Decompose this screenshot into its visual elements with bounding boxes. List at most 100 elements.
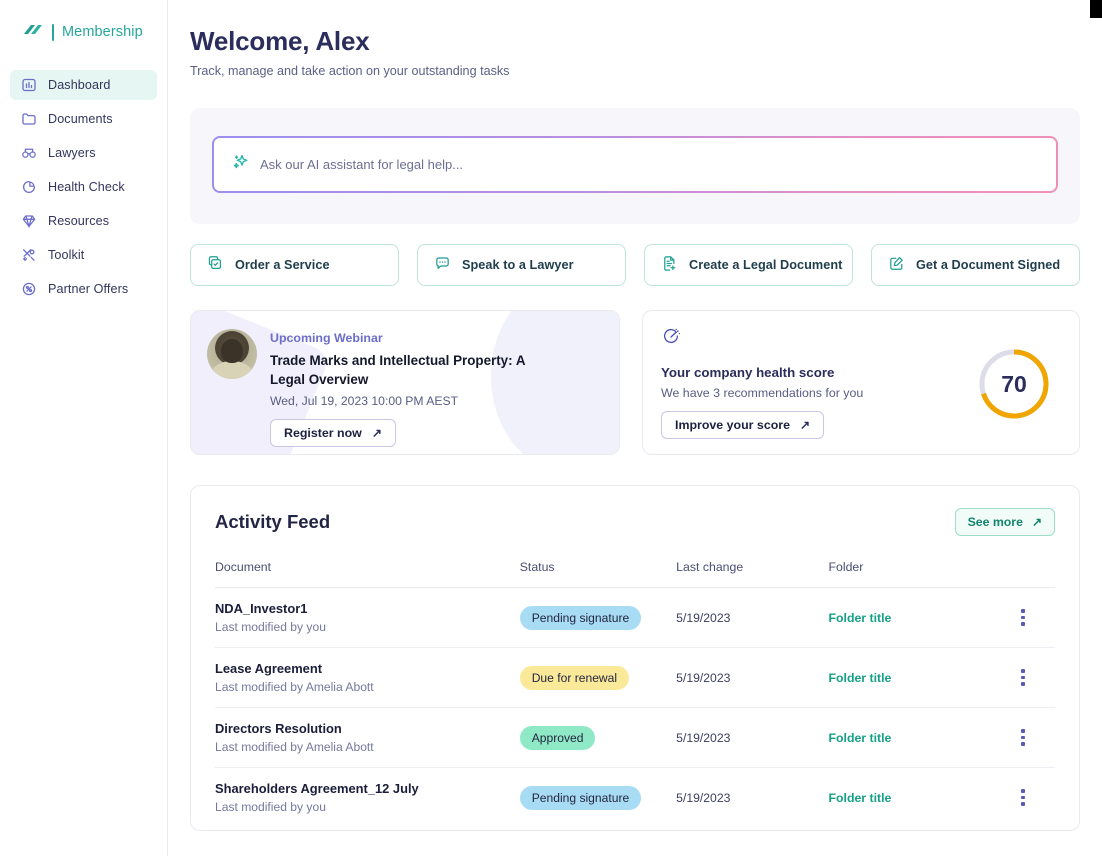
edit-square-icon (888, 255, 905, 275)
ai-assistant-panel: Ask our AI assistant for legal help... (190, 108, 1080, 224)
row-menu-icon[interactable] (1014, 789, 1032, 806)
status-badge: Due for renewal (519, 665, 630, 690)
document-name: NDA_Investor1 (215, 601, 308, 616)
webinar-date: Wed, Jul 19, 2023 10:00 PM AEST (270, 394, 459, 408)
cell-last-change: 5/19/2023 (676, 587, 829, 648)
webinar-kicker: Upcoming Webinar (270, 331, 383, 345)
cell-document: Lease Agreement Last modified by Amelia A… (215, 647, 520, 708)
sidebar-item-lawyers[interactable]: Lawyers (10, 138, 157, 168)
cell-folder: Folder title (828, 707, 1014, 768)
cell-status: Pending signature (519, 587, 677, 648)
arrow-up-right-icon: ↗ (1031, 515, 1042, 529)
cards-row: Upcoming Webinar Trade Marks and Intelle… (190, 310, 1080, 455)
cell-status: Due for renewal (519, 647, 677, 708)
column-header-document: Document (215, 560, 520, 588)
chart-bar-icon (21, 77, 37, 93)
see-more-button[interactable]: See more ↗ (954, 508, 1055, 536)
folder-link[interactable]: Folder title (828, 730, 892, 745)
cell-last-change: 5/19/2023 (676, 707, 829, 768)
cell-last-change: 5/19/2023 (676, 790, 731, 805)
sparkle-icon (232, 153, 250, 176)
quick-action-label: Speak to a Lawyer (462, 258, 574, 272)
sidebar-item-toolkit[interactable]: Toolkit (10, 240, 157, 270)
tools-icon (21, 247, 37, 263)
brand-name: Membership (62, 24, 143, 40)
health-score-gauge: 70 (977, 347, 1051, 421)
column-header-last-change: Last change (676, 560, 829, 588)
quick-action-label: Get a Document Signed (916, 258, 1061, 272)
cell-folder: Folder title (828, 647, 1014, 708)
sidebar-item-documents[interactable]: Documents (10, 104, 157, 134)
webinar-title: Trade Marks and Intellectual Property: A… (270, 353, 525, 387)
ai-assistant-input[interactable]: Ask our AI assistant for legal help... (212, 136, 1058, 193)
sidebar-nav: Dashboard Documents Lawyers (0, 70, 167, 304)
copy-check-icon (207, 255, 224, 275)
cell-document: NDA_Investor1 Last modified by you (215, 587, 520, 648)
folder-link[interactable]: Folder title (828, 790, 892, 805)
cell-actions (1013, 707, 1055, 768)
column-header-actions (1013, 560, 1055, 588)
document-modified: Last modified by you (215, 620, 326, 634)
table-row[interactable]: NDA_Investor1 Last modified by you Pending… (215, 587, 1055, 648)
chat-bubble-icon (434, 255, 451, 275)
sidebar-item-dashboard[interactable]: Dashboard (10, 70, 157, 100)
get-a-document-signed-button[interactable]: Get a Document Signed (871, 244, 1080, 286)
row-menu-icon[interactable] (1014, 729, 1032, 746)
status-badge: Pending signature (519, 785, 642, 810)
cell-folder: Folder title (828, 587, 1014, 648)
cell-folder: Folder title (829, 768, 1014, 828)
brand[interactable]: Membership (0, 0, 167, 42)
folder-icon (21, 111, 37, 127)
table-row[interactable]: Directors Resolution Last modified by Ame… (215, 707, 1055, 768)
folder-link[interactable]: Folder title (828, 610, 892, 625)
membership-logo-icon (22, 22, 44, 42)
sidebar-item-label: Documents (48, 111, 113, 126)
page-subtitle: Track, manage and take action on your ou… (190, 64, 510, 78)
folder-link[interactable]: Folder title (828, 670, 892, 685)
cell-document: Directors Resolution Last modified by Ame… (215, 707, 520, 768)
health-score-subtitle: We have 3 recommendations for you (661, 386, 864, 400)
sidebar-item-resources[interactable]: Resources (10, 206, 157, 236)
health-score-value: 70 (1001, 370, 1027, 397)
page-title: Welcome, Alex (190, 26, 370, 56)
table-header-row: Document Status Last change Folder (215, 560, 1055, 588)
quick-actions: Order a Service Speak to a Lawyer (190, 244, 1080, 286)
improve-your-score-button[interactable]: Improve your score ↗ (661, 411, 825, 439)
document-name: Shareholders Agreement_12 July (215, 781, 419, 796)
sidebar-item-label: Health Check (48, 179, 125, 194)
document-modified: Last modified by Amelia Abott (215, 680, 374, 694)
document-modified: Last modified by you (215, 800, 326, 814)
row-menu-icon[interactable] (1014, 669, 1032, 686)
order-a-service-button[interactable]: Order a Service (190, 244, 399, 286)
cell-actions (1013, 647, 1055, 708)
document-plus-icon (661, 255, 678, 275)
health-score-card: Your company health score We have 3 reco… (642, 310, 1080, 455)
upcoming-webinar-card: Upcoming Webinar Trade Marks and Intelle… (190, 310, 620, 455)
sidebar: Membership Dashboard Documents (0, 0, 168, 856)
table-row[interactable]: Shareholders Agreement_12 July Last modif… (215, 768, 1055, 828)
health-gauge-icon (661, 327, 681, 347)
scales-icon (21, 145, 37, 161)
create-a-legal-document-button[interactable]: Create a Legal Document (644, 244, 853, 286)
avatar (207, 329, 257, 379)
row-menu-icon[interactable] (1014, 609, 1032, 626)
quick-action-label: Create a Legal Document (689, 258, 843, 272)
column-header-folder: Folder (828, 560, 1014, 588)
activity-feed: Activity Feed See more ↗ Document Status… (190, 485, 1080, 831)
improve-score-label: Improve your score (675, 418, 791, 432)
document-name: Lease Agreement (215, 661, 322, 676)
sidebar-item-health-check[interactable]: Health Check (10, 172, 157, 202)
corner-artifact (1090, 0, 1102, 18)
see-more-label: See more (967, 515, 1023, 529)
table-row[interactable]: Lease Agreement Last modified by Amelia A… (215, 647, 1055, 708)
discount-icon (21, 281, 37, 297)
health-score-title: Your company health score (661, 365, 835, 380)
sidebar-item-partner-offers[interactable]: Partner Offers (10, 274, 157, 304)
status-badge: Pending signature (519, 605, 642, 630)
register-now-button[interactable]: Register now ↗ (270, 419, 396, 447)
status-badge: Approved (519, 725, 596, 750)
speak-to-a-lawyer-button[interactable]: Speak to a Lawyer (417, 244, 626, 286)
document-modified: Last modified by Amelia Abott (215, 740, 374, 754)
diamond-icon (21, 213, 37, 229)
